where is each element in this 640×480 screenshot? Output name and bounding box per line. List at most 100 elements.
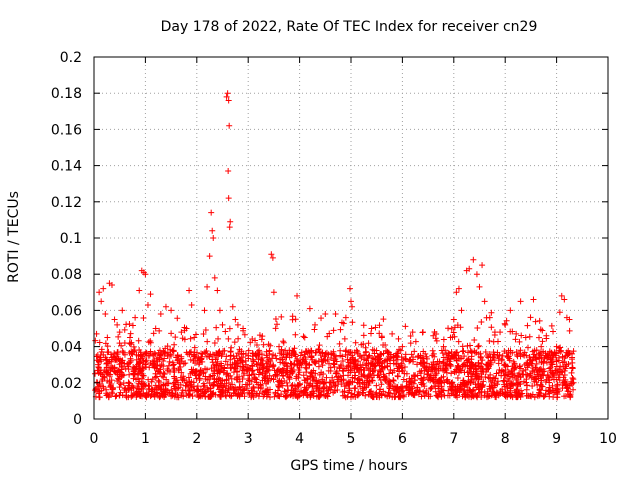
data-point: [108, 282, 115, 289]
data-point: [516, 363, 523, 370]
data-point: [521, 349, 528, 356]
data-point: [180, 373, 187, 380]
data-point: [218, 362, 225, 369]
data-point: [366, 352, 373, 359]
data-point: [406, 385, 413, 392]
data-point: [517, 347, 524, 354]
data-point: [508, 368, 515, 375]
data-point: [448, 325, 455, 332]
data-point: [178, 355, 185, 362]
data-point: [472, 390, 479, 397]
data-point: [225, 373, 232, 380]
data-point: [107, 351, 114, 358]
data-point: [491, 357, 498, 364]
data-point: [232, 316, 239, 323]
data-point: [121, 360, 128, 367]
data-point: [345, 372, 352, 379]
data-point: [147, 360, 154, 367]
data-point: [161, 371, 168, 378]
data-point: [409, 329, 416, 336]
data-point: [455, 285, 462, 292]
data-point: [467, 379, 474, 386]
data-point: [555, 374, 562, 381]
data-point: [340, 320, 347, 327]
data-point: [279, 382, 286, 389]
data-point: [311, 326, 318, 333]
data-point: [494, 349, 501, 356]
data-point: [536, 386, 543, 393]
data-point: [371, 362, 378, 369]
data-point: [224, 90, 231, 97]
data-point: [178, 329, 185, 336]
data-point: [249, 367, 256, 374]
data-point: [151, 393, 158, 400]
data-point: [270, 289, 277, 296]
data-point: [253, 341, 260, 348]
data-point: [516, 350, 523, 357]
data-point: [286, 376, 293, 383]
data-point: [151, 357, 158, 364]
data-point: [455, 338, 462, 345]
data-point: [502, 321, 509, 328]
data-point: [525, 392, 532, 399]
data-point: [151, 364, 158, 371]
data-point: [253, 392, 260, 399]
data-point: [202, 326, 209, 333]
data-point: [359, 361, 366, 368]
data-point: [531, 394, 538, 401]
data-point: [215, 335, 222, 342]
data-point: [260, 341, 267, 348]
data-point: [554, 382, 561, 389]
data-point: [570, 386, 577, 393]
data-point: [486, 359, 493, 366]
data-point: [187, 356, 194, 363]
data-point: [537, 326, 544, 333]
data-point: [561, 296, 568, 303]
data-point: [381, 373, 388, 380]
data-point: [139, 372, 146, 379]
data-point: [241, 331, 248, 338]
x-tick-label: 7: [449, 431, 458, 447]
data-point: [342, 314, 349, 321]
data-point: [407, 340, 414, 347]
data-point: [444, 357, 451, 364]
data-point: [497, 329, 504, 336]
data-point: [531, 378, 538, 385]
data-point: [499, 352, 506, 359]
data-point: [250, 371, 257, 378]
data-point: [260, 393, 267, 400]
data-point: [564, 385, 571, 392]
data-point: [201, 382, 208, 389]
data-point: [468, 391, 475, 398]
data-point: [495, 360, 502, 367]
chart-title: Day 178 of 2022, Rate Of TEC Index for r…: [161, 19, 538, 35]
data-point: [135, 337, 142, 344]
data-point: [440, 343, 447, 350]
data-point: [269, 355, 276, 362]
data-point: [345, 363, 352, 370]
data-point: [102, 311, 109, 318]
data-point: [487, 378, 494, 385]
data-point: [202, 393, 209, 400]
data-point: [219, 321, 226, 328]
data-point: [192, 331, 199, 338]
data-point: [274, 387, 281, 394]
data-point: [240, 325, 247, 332]
data-point: [154, 389, 161, 396]
data-point: [293, 373, 300, 380]
data-point: [394, 365, 401, 372]
data-point: [179, 335, 186, 342]
data-point: [209, 372, 216, 379]
y-axis-label: ROTI / TECUs: [6, 191, 22, 283]
data-point: [524, 359, 531, 366]
data-point: [276, 343, 283, 350]
data-point: [272, 315, 279, 322]
data-point: [363, 383, 370, 390]
data-point: [453, 357, 460, 364]
data-point: [324, 333, 331, 340]
data-point: [549, 352, 556, 359]
data-point: [369, 354, 376, 361]
data-point: [402, 355, 409, 362]
data-point: [442, 362, 449, 369]
data-point: [445, 325, 452, 332]
